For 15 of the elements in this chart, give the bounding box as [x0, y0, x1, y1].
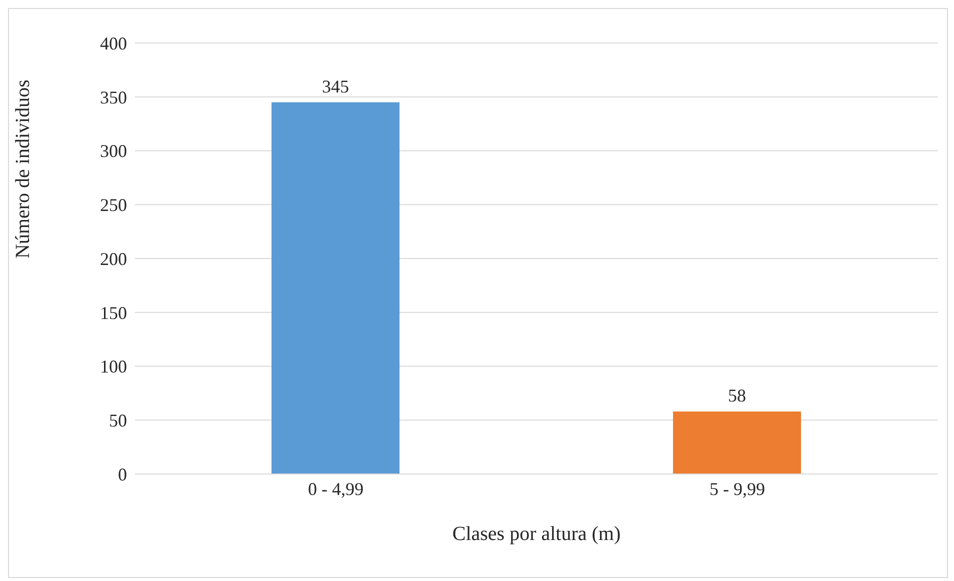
y-tick-label: 200	[100, 248, 127, 269]
y-tick-label: 150	[100, 302, 127, 323]
x-tick-label: 0 - 4,99	[308, 478, 364, 499]
y-axis-title: Número de individuos	[12, 79, 34, 258]
data-label: 58	[728, 386, 746, 406]
y-tick-label: 350	[100, 87, 127, 108]
x-axis-title: Clases por altura (m)	[452, 523, 621, 546]
y-tick-label: 250	[100, 195, 127, 216]
y-tick-label: 100	[100, 356, 127, 377]
y-tick-label: 400	[100, 33, 127, 54]
data-label: 345	[322, 76, 350, 96]
y-tick-label: 300	[100, 141, 127, 162]
y-tick-label: 50	[109, 410, 127, 431]
x-tick-label: 5 - 9,99	[710, 478, 765, 499]
y-tick-label: 0	[118, 464, 127, 484]
